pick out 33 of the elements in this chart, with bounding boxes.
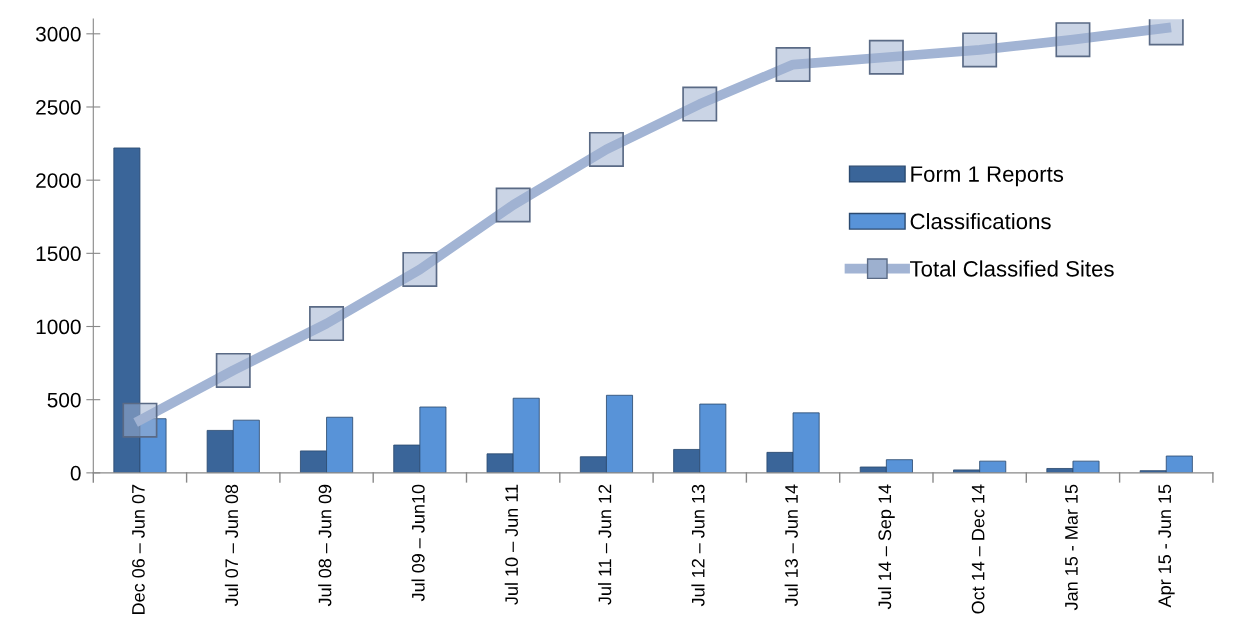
point: [402, 251, 438, 287]
y-tick-label: 2500: [36, 99, 81, 115]
x-tick-label: Jul 13 – Jun 14: [784, 484, 798, 607]
x-tick-label: Dec 06 – Jun 07: [132, 484, 145, 614]
y-tick-label: 500: [47, 392, 81, 408]
x-tick-label: Jul 12 – Jun 13: [691, 484, 705, 607]
legend-label: Form 1 Reports: [911, 166, 1064, 187]
point: [682, 86, 718, 122]
point: [868, 39, 904, 75]
point: [588, 131, 624, 167]
point: [1055, 22, 1091, 58]
x-tick-label: Jul 08 – Jun 09: [318, 484, 332, 607]
y-tick-label: 0: [70, 465, 81, 481]
x-tick-label: Jan 15 - Mar 15: [1065, 484, 1078, 611]
legend-label: Total Classified Sites: [910, 260, 1114, 277]
x-tick-label: Jul 11 – Jun 12: [598, 484, 612, 605]
x-tick-label: Oct 14 – Dec 14: [971, 484, 985, 614]
point: [495, 187, 531, 223]
legend-label: Classifications: [910, 212, 1051, 230]
point: [122, 402, 158, 438]
point: [215, 352, 251, 388]
x-tick-label: Jul 07 – Jun 08: [224, 484, 239, 607]
point: [775, 47, 811, 83]
point: [962, 32, 998, 68]
y-tick-label: 3000: [35, 26, 81, 42]
y-tick-label: 1000: [36, 319, 81, 335]
x-tick-label: Jul 09 – Jun10: [411, 484, 425, 602]
x-tick-label: Jul 10 – Jun 11: [504, 484, 518, 605]
y-tick-label: 1500: [36, 246, 81, 262]
point: [309, 306, 345, 342]
x-tick-label: Apr 15 - Jun 15: [1158, 484, 1175, 608]
x-tick-label: Jul 14 – Sep 14: [877, 484, 895, 610]
y-tick-label: 2000: [36, 173, 81, 188]
